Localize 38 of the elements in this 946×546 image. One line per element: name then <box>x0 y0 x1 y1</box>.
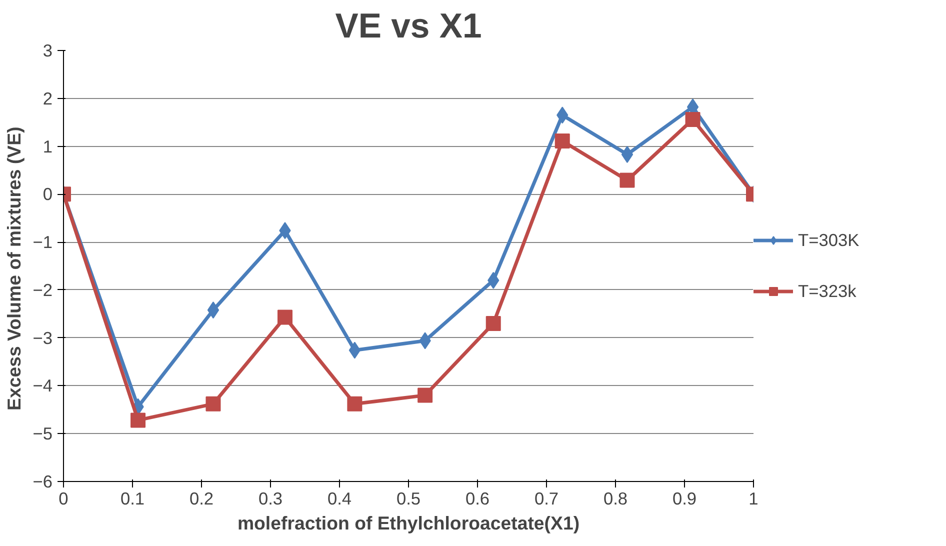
point <box>206 396 221 412</box>
y-tick-label: 2 <box>42 88 53 108</box>
y-tick-label: 1 <box>42 136 53 156</box>
x-tick-label: 0.1 <box>120 488 145 508</box>
point <box>130 412 146 428</box>
y-axis-title: Excess Volume of mixtures (VE) <box>4 126 25 410</box>
legend-label: T=323k <box>798 280 856 302</box>
x-tick-label: 0.5 <box>396 488 421 508</box>
x-tick-label: 0.3 <box>258 488 283 508</box>
y-tick-label: −4 <box>32 376 53 396</box>
point <box>486 316 501 331</box>
chart-title: VE vs X1 <box>335 8 482 46</box>
point <box>621 146 634 163</box>
point <box>277 310 292 325</box>
y-tick-label: −6 <box>32 472 53 492</box>
x-tick-label: 0.9 <box>672 488 697 508</box>
x-tick-label: 0.2 <box>189 488 214 508</box>
point <box>348 342 361 359</box>
point <box>685 112 700 127</box>
y-tick-label: −1 <box>32 232 53 252</box>
x-tick-label: 0.7 <box>534 488 559 508</box>
point <box>554 134 570 149</box>
y-tick-label: −2 <box>32 280 53 300</box>
y-tick-label: 3 <box>42 40 53 60</box>
point <box>418 388 433 403</box>
x-axis-title: molefraction of Ethylchloroacetate(X1) <box>237 512 580 534</box>
x-tick-label: 0 <box>58 488 68 508</box>
y-tick-label: −5 <box>32 424 53 444</box>
y-tick-label: 0 <box>42 184 53 204</box>
point <box>347 396 362 412</box>
y-tick-label: −3 <box>32 328 53 348</box>
x-tick-label: 0.6 <box>465 488 490 508</box>
x-tick-label: 1 <box>748 488 758 508</box>
x-tick-label: 0.4 <box>327 488 352 508</box>
point <box>620 172 635 188</box>
point <box>207 302 220 319</box>
legend-label: T=303K <box>798 230 860 250</box>
x-tick-label: 0.8 <box>603 488 628 508</box>
